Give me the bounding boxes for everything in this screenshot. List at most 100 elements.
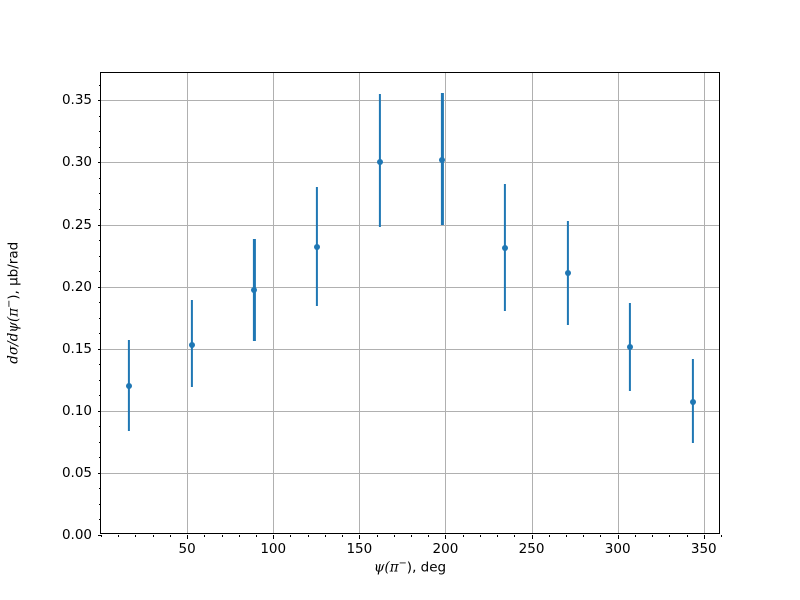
x-axis-title-symbol: ψ(π — [373, 559, 399, 576]
data-point-marker — [251, 287, 258, 294]
x-tick-minor — [393, 535, 395, 537]
x-tick-minor — [634, 535, 636, 537]
x-tick-major — [187, 535, 189, 539]
x-tick-minor — [342, 535, 344, 537]
x-tick-label: 50 — [178, 541, 196, 557]
x-tick-minor — [548, 535, 550, 537]
y-tick-minor — [99, 379, 101, 381]
y-tick-minor — [99, 488, 101, 490]
x-tick-minor — [290, 535, 292, 537]
x-tick-minor — [514, 535, 516, 537]
data-point-marker — [627, 344, 634, 351]
y-tick-major — [97, 535, 101, 536]
y-tick-minor — [99, 395, 101, 397]
x-tick-label: 150 — [346, 541, 373, 557]
x-tick-label: 200 — [432, 541, 459, 557]
x-tick-label: 300 — [604, 541, 631, 557]
x-tick-minor — [566, 535, 567, 537]
x-tick-minor — [479, 535, 481, 537]
gridline-vertical — [703, 73, 705, 533]
data-point-marker — [126, 382, 133, 389]
y-tick-minor — [99, 333, 101, 335]
x-tick-label: 350 — [690, 541, 717, 557]
x-tick-minor — [135, 535, 137, 537]
x-tick-minor — [652, 535, 654, 537]
x-axis-title: ψ(π−), deg — [100, 558, 720, 576]
y-tick-major — [97, 472, 101, 474]
y-tick-label: 0.20 — [61, 278, 92, 295]
x-tick-minor — [204, 535, 206, 537]
x-tick-label: 100 — [260, 541, 287, 557]
y-tick-label: 0.30 — [61, 154, 92, 171]
x-axis-title-superscript: − — [398, 558, 407, 569]
gridline-vertical — [445, 73, 447, 533]
gridline-horizontal — [101, 224, 719, 226]
y-tick-major — [97, 162, 101, 164]
x-tick-minor — [118, 535, 120, 537]
data-point-marker — [439, 156, 446, 163]
gridline-horizontal — [101, 410, 719, 412]
x-tick-minor — [101, 535, 102, 537]
y-tick-label: 0.05 — [61, 464, 92, 481]
gridline-vertical — [187, 73, 189, 533]
x-tick-minor — [221, 535, 223, 537]
y-tick-minor — [99, 115, 101, 117]
gridline-vertical — [359, 73, 361, 533]
y-tick-minor — [99, 255, 101, 257]
y-tick-minor — [99, 193, 101, 195]
y-tick-label: 0.00 — [61, 527, 92, 543]
plot-axes-area: 50 100 150 200 250 300 350 0.00 0.05 0.10 0.15 0.2… — [62, 72, 722, 557]
x-tick-minor — [462, 535, 464, 537]
gridline-horizontal — [101, 348, 719, 350]
x-tick-minor — [686, 535, 688, 537]
y-tick-minor — [99, 457, 101, 459]
data-point-marker — [501, 245, 508, 252]
y-tick-minor — [99, 131, 101, 133]
y-tick-label: 0.25 — [61, 216, 92, 233]
x-tick-minor — [600, 535, 602, 537]
y-axis-title: dσ/dψ(π−), μb/rad — [0, 72, 26, 534]
gridline-vertical — [617, 73, 619, 533]
gridline-horizontal — [101, 100, 719, 102]
y-tick-minor — [99, 503, 101, 505]
y-tick-minor — [99, 84, 101, 86]
y-tick-minor — [99, 146, 101, 148]
y-tick-label: 0.35 — [61, 92, 92, 109]
x-tick-major — [617, 535, 619, 539]
y-tick-major — [97, 286, 101, 288]
x-tick-minor — [583, 535, 585, 537]
x-tick-minor — [376, 535, 378, 537]
y-tick-minor — [99, 302, 101, 304]
x-tick-minor — [152, 535, 154, 537]
y-tick-minor — [99, 364, 101, 366]
y-tick-minor — [99, 208, 101, 210]
x-tick-minor — [497, 535, 499, 537]
data-point-marker — [564, 269, 571, 276]
y-tick-label: 0.10 — [61, 402, 92, 419]
x-tick-minor — [307, 535, 309, 537]
y-tick-minor — [99, 317, 101, 319]
x-tick-minor — [169, 535, 171, 537]
x-tick-minor — [256, 535, 257, 537]
y-tick-major — [97, 100, 101, 102]
x-tick-label: 250 — [518, 541, 545, 557]
gridline-horizontal — [101, 162, 719, 164]
y-tick-minor — [99, 240, 101, 242]
y-tick-label: 0.15 — [61, 340, 92, 357]
y-axis-title-superscript: − — [4, 300, 16, 309]
x-tick-minor — [238, 535, 240, 537]
x-tick-minor — [721, 535, 722, 537]
x-tick-major — [445, 535, 447, 539]
y-tick-minor — [99, 271, 101, 273]
x-tick-minor — [411, 535, 412, 537]
y-tick-major — [97, 224, 101, 226]
data-point-marker — [314, 243, 321, 250]
data-point-marker — [188, 341, 195, 348]
gridline-vertical — [531, 73, 533, 533]
gridline-horizontal — [101, 472, 719, 474]
x-tick-minor — [324, 535, 326, 537]
y-tick-minor — [99, 519, 101, 521]
data-point-marker — [689, 399, 696, 406]
y-tick-minor — [99, 441, 101, 443]
